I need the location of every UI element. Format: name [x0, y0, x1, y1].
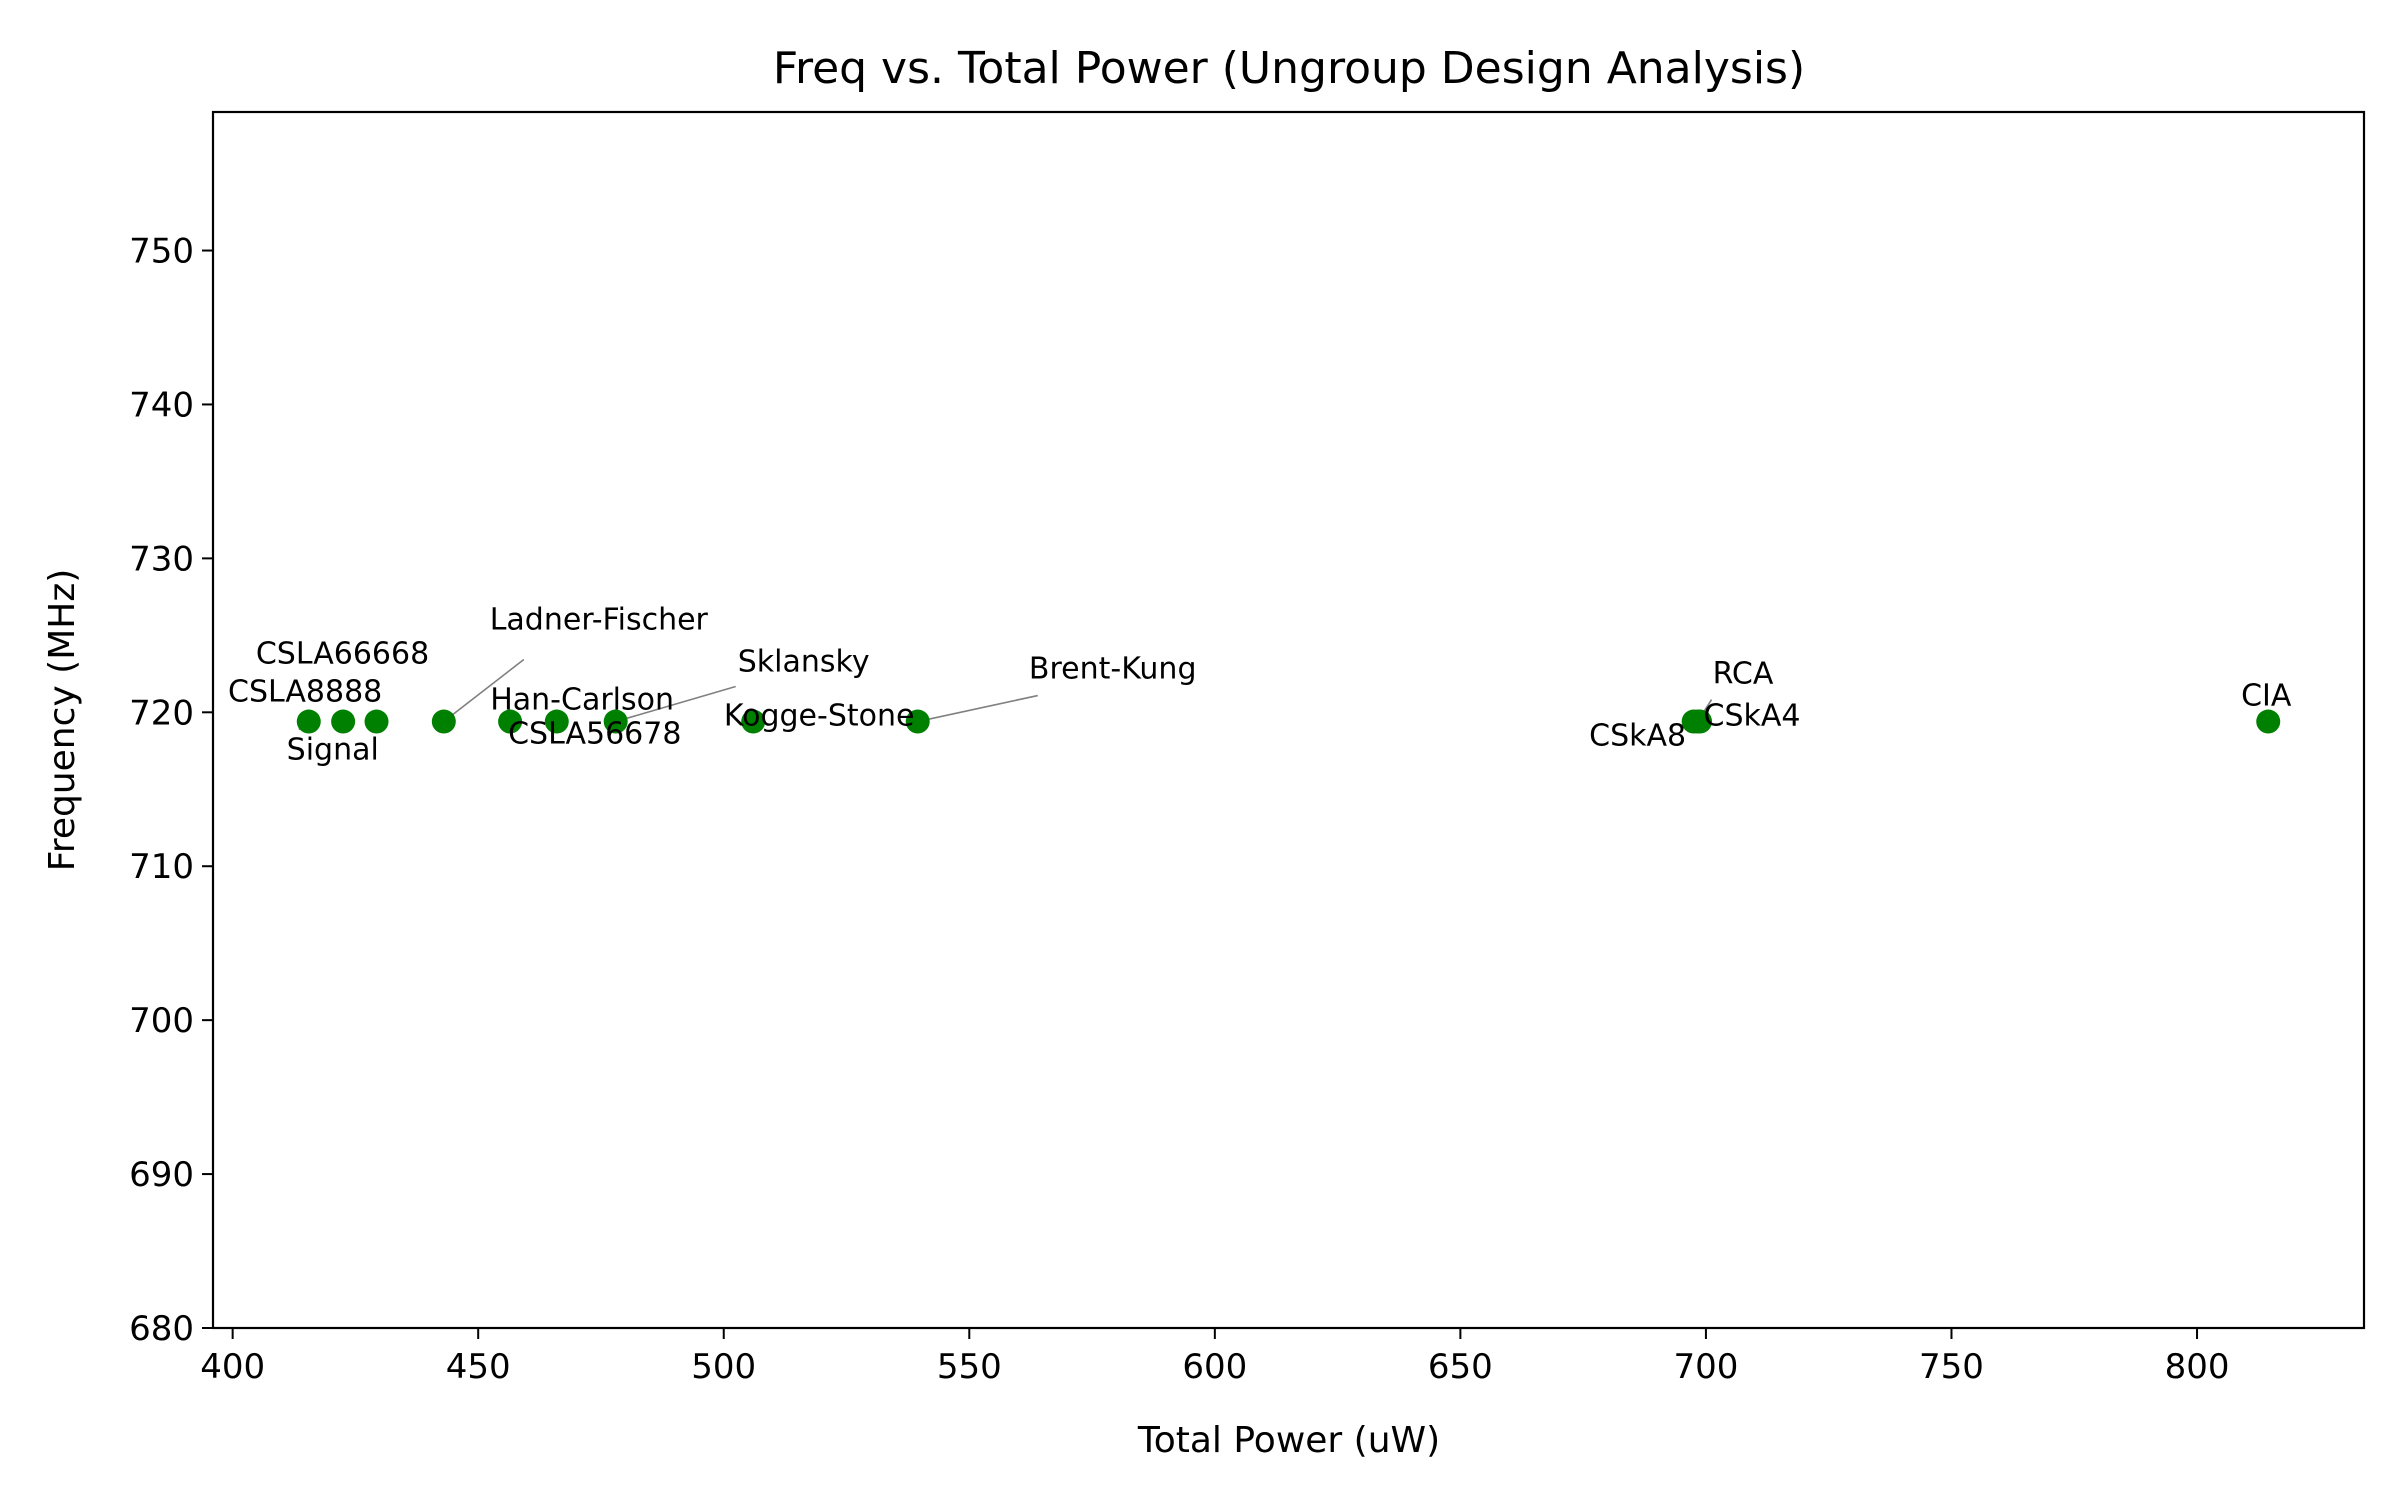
data-point — [296, 709, 321, 734]
point-label: Signal — [287, 733, 379, 768]
point-label: RCA — [1713, 657, 1774, 692]
point-label: Ladner-Fischer — [490, 603, 709, 638]
data-point — [498, 709, 523, 734]
point-label: Brent-Kung — [1029, 652, 1197, 687]
data-point — [431, 709, 456, 734]
y-tick-label: 750 — [129, 232, 194, 272]
x-tick-label: 600 — [1182, 1347, 1247, 1387]
y-tick-label: 710 — [129, 847, 194, 887]
y-axis-label: Frequency (MHz) — [42, 569, 83, 872]
y-tick-label: 680 — [129, 1309, 194, 1349]
data-point — [331, 709, 356, 734]
data-point — [603, 709, 628, 734]
point-label: CIA — [2241, 679, 2292, 714]
point-label: Sklansky — [738, 645, 870, 680]
x-tick-label: 650 — [1428, 1347, 1493, 1387]
data-points — [296, 709, 2281, 734]
data-point — [741, 709, 766, 734]
point-label: CSLA66668 — [256, 637, 429, 672]
plot-frame — [211, 110, 2366, 1330]
leader-line — [615, 685, 736, 723]
point-label: CSkA4 — [1704, 699, 1801, 734]
data-point — [544, 709, 569, 734]
point-label: Kogge-Stone — [724, 699, 915, 734]
x-axis-label: Total Power (uW) — [1137, 1420, 1440, 1461]
x-tick-label: 750 — [1919, 1347, 1984, 1387]
x-axis: 400 450 500 550 600 650 700 750 800 — [200, 1328, 2229, 1387]
y-tick-label: 690 — [129, 1155, 194, 1195]
x-tick-label: 800 — [2165, 1347, 2230, 1387]
point-label: CSLA8888 — [228, 675, 382, 710]
point-label: CSLA56678 — [508, 717, 681, 752]
y-axis: 680 690 700 710 720 730 740 750 — [129, 232, 213, 1349]
point-label: Han-Carlson — [490, 683, 674, 718]
x-tick-label: 550 — [937, 1347, 1002, 1387]
leader-line — [443, 658, 525, 723]
chart-title: Freq vs. Total Power (Ungroup Design Ana… — [773, 43, 1805, 94]
point-label: CSkA8 — [1589, 719, 1686, 754]
data-point — [2256, 709, 2281, 734]
x-tick-label: 700 — [1673, 1347, 1738, 1387]
data-point — [1688, 709, 1713, 734]
x-tick-label: 500 — [691, 1347, 756, 1387]
data-point — [905, 709, 930, 734]
data-point — [364, 709, 389, 734]
y-tick-label: 700 — [129, 1001, 194, 1041]
y-tick-label: 730 — [129, 539, 194, 579]
y-tick-label: 740 — [129, 385, 194, 425]
leader-line — [917, 694, 1038, 723]
x-tick-label: 450 — [446, 1347, 511, 1387]
x-tick-label: 400 — [200, 1347, 265, 1387]
y-tick-label: 720 — [129, 693, 194, 733]
